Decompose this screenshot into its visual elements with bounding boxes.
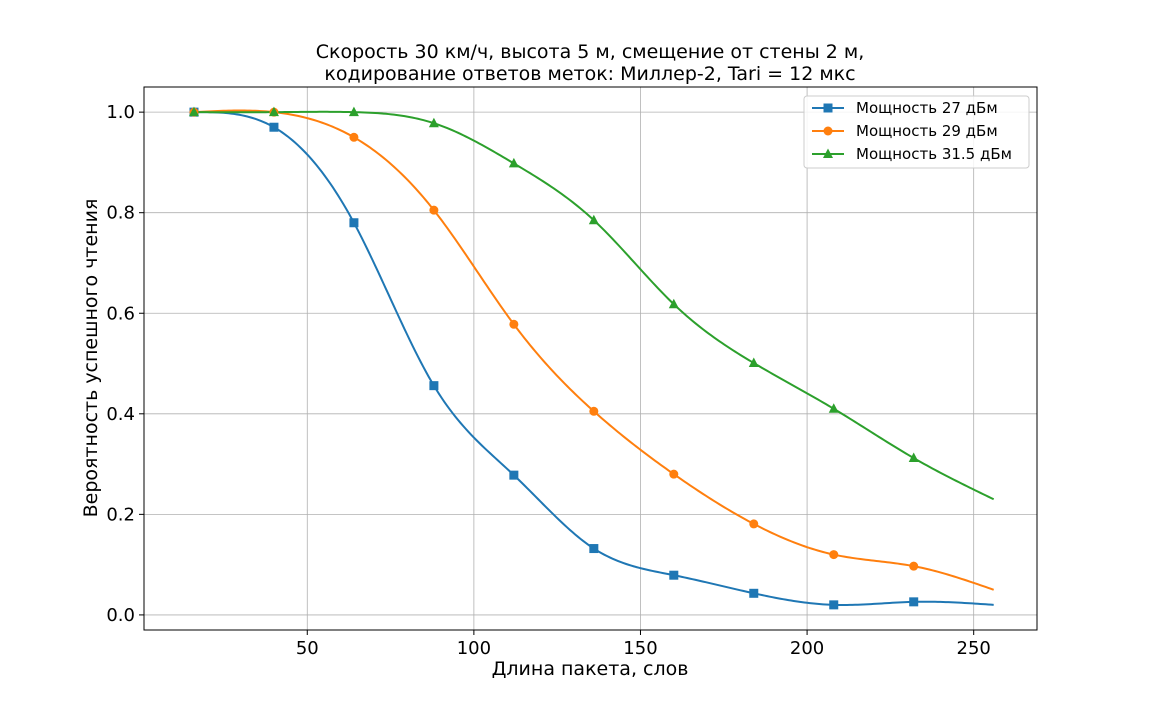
series-line-1: [193, 111, 994, 606]
data-point: [429, 381, 439, 391]
legend-marker: [823, 103, 833, 113]
x-tick-label: 150: [623, 638, 657, 659]
legend-entry: Мощность 31.5 дБм: [812, 145, 1012, 163]
y-axis-ticks: 0.0 0.2 0.4 0.6 0.8 1.0: [106, 102, 144, 626]
y-tick-label: 0.0: [106, 605, 135, 626]
data-point: [509, 470, 519, 480]
data-point: [589, 544, 599, 554]
legend-label: Мощность 27 дБм: [856, 99, 998, 117]
x-tick-label: 100: [457, 638, 491, 659]
legend-entry: Мощность 27 дБм: [812, 99, 998, 117]
data-point: [269, 122, 279, 132]
data-point: [268, 106, 279, 117]
series-line-2: [193, 109, 995, 591]
data-point: [349, 132, 359, 142]
data-point: [668, 298, 679, 309]
data-point: [669, 570, 679, 580]
chart-title-line2: кодирование ответов меток: Миллер-2, Tar…: [324, 63, 855, 85]
data-point: [829, 550, 839, 560]
data-point: [589, 406, 599, 416]
series-markers: [188, 106, 919, 610]
y-tick-label: 0.8: [106, 203, 135, 224]
x-tick-label: 50: [296, 638, 319, 659]
data-point: [588, 214, 599, 225]
data-point: [508, 157, 519, 168]
legend-marker: [823, 126, 833, 136]
plot-frame: [143, 86, 1038, 631]
data-point: [428, 117, 439, 128]
data-point: [348, 106, 359, 117]
data-point: [429, 205, 439, 215]
chart-title-line1: Скорость 30 км/ч, высота 5 м, смещение о…: [316, 41, 865, 63]
legend-label: Мощность 31.5 дБм: [856, 145, 1012, 163]
legend: Мощность 27 дБм Мощность 29 дБм Мощность 3…: [803, 95, 1030, 169]
y-tick-label: 1.0: [106, 102, 135, 123]
data-point: [349, 218, 359, 228]
data-point: [188, 106, 199, 117]
data-point: [749, 588, 759, 598]
data-point: [669, 469, 679, 479]
data-point: [509, 319, 519, 329]
legend-label: Мощность 29 дБм: [856, 122, 998, 140]
legend-entry: Мощность 29 дБм: [812, 122, 998, 140]
legend-box: [803, 95, 1030, 169]
y-tick-label: 0.2: [106, 504, 135, 525]
y-tick-label: 0.6: [106, 303, 135, 324]
data-point: [909, 561, 919, 571]
x-tick-label: 250: [957, 638, 991, 659]
legend-marker: [823, 148, 833, 158]
y-tick-label: 0.4: [106, 404, 135, 425]
data-point: [829, 600, 839, 610]
x-axis-ticks: 50 100 150 200 250: [296, 630, 991, 659]
data-point: [749, 519, 759, 529]
x-axis-label: Длина пакета, слов: [492, 658, 689, 680]
series-line-3: [193, 110, 995, 501]
data-point: [908, 452, 919, 463]
y-axis-label: Вероятность успешного чтения: [80, 199, 102, 518]
series-curves: [193, 109, 995, 606]
data-point: [828, 403, 839, 413]
x-tick-label: 200: [790, 638, 824, 659]
data-point: [748, 357, 759, 368]
data-point: [909, 597, 919, 607]
